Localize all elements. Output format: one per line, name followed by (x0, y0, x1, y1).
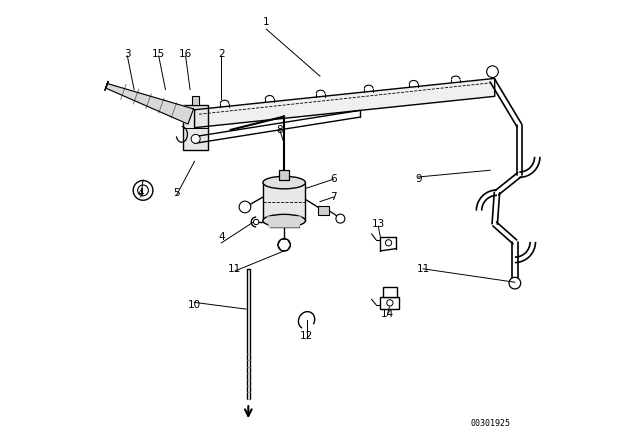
Polygon shape (268, 217, 301, 227)
Text: 12: 12 (300, 331, 313, 341)
Circle shape (387, 300, 393, 306)
Bar (383, 287, 397, 297)
Text: 4: 4 (218, 233, 225, 242)
Circle shape (138, 185, 148, 196)
Text: 14: 14 (381, 309, 394, 319)
Polygon shape (195, 78, 495, 128)
Text: 15: 15 (152, 49, 165, 59)
Polygon shape (106, 84, 193, 124)
Circle shape (253, 220, 259, 224)
Circle shape (278, 238, 291, 251)
Bar (192, 96, 199, 105)
Text: 16: 16 (179, 49, 192, 59)
Circle shape (191, 134, 200, 143)
Text: 8: 8 (276, 125, 283, 135)
Text: 00301925: 00301925 (470, 419, 510, 428)
Text: 4: 4 (138, 188, 144, 198)
Circle shape (133, 181, 153, 200)
Bar (380, 297, 399, 309)
Ellipse shape (263, 214, 305, 227)
Text: 10: 10 (188, 300, 201, 310)
Bar (318, 206, 329, 215)
Text: 6: 6 (330, 174, 337, 184)
Text: 11: 11 (417, 264, 429, 274)
Polygon shape (263, 183, 305, 221)
Text: 5: 5 (173, 188, 180, 198)
Text: 13: 13 (372, 219, 385, 229)
Text: 11: 11 (228, 264, 241, 274)
Text: 3: 3 (124, 49, 131, 59)
Circle shape (509, 277, 521, 289)
Text: 7: 7 (330, 192, 337, 202)
Bar (184, 105, 208, 150)
Polygon shape (105, 81, 108, 90)
Ellipse shape (263, 177, 305, 189)
Bar (279, 171, 289, 180)
Circle shape (486, 66, 499, 78)
Text: 1: 1 (263, 17, 269, 27)
Text: 9: 9 (415, 174, 422, 184)
Circle shape (336, 214, 345, 223)
Circle shape (385, 240, 392, 246)
Circle shape (239, 201, 251, 213)
Text: 2: 2 (218, 49, 225, 59)
